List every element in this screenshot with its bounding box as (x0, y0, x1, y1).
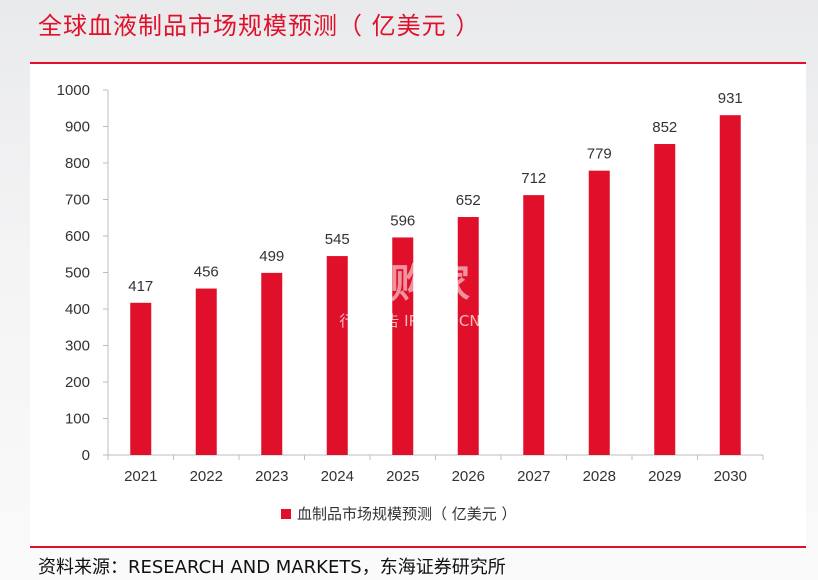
data-label-2029: 852 (652, 119, 677, 136)
chart-panel (30, 64, 806, 546)
x-tick-label-2029: 2029 (648, 468, 681, 485)
page-title: 全球血液制品市场规模预测（ 亿美元 ） (38, 12, 481, 40)
data-labels: 417 456 499 545 596 652 712 779 852 931 (128, 90, 743, 295)
data-label-2026: 652 (456, 192, 481, 209)
data-label-2027: 712 (521, 170, 546, 187)
bar-2026 (457, 217, 479, 455)
data-label-2025: 596 (390, 212, 415, 229)
x-tick-label-2021: 2021 (124, 468, 157, 485)
watermark: 並购家 行业报告 IPOIPO.CN (339, 261, 480, 330)
bar-2024 (326, 256, 348, 455)
x-tick-label-2025: 2025 (386, 468, 419, 485)
data-label-2021: 417 (128, 278, 153, 295)
x-tick-label-2028: 2028 (583, 468, 616, 485)
bar-2023 (261, 272, 283, 455)
data-label-2024: 545 (325, 231, 350, 248)
data-label-2030: 931 (718, 90, 743, 107)
watermark-main: 並购家 (350, 261, 470, 307)
data-label-2023: 499 (259, 248, 284, 265)
legend-label: 血制品市场规模预测（ 亿美元 ） (297, 505, 517, 523)
y-tick-label: 900 (65, 119, 90, 136)
bar-2021 (130, 302, 152, 455)
watermark-sub: 行业报告 IPOIPO.CN (339, 312, 480, 330)
y-tick-label: 500 (65, 265, 90, 282)
data-label-2022: 456 (194, 264, 219, 281)
x-tick-label-2024: 2024 (321, 468, 354, 485)
y-tick-label: 400 (65, 301, 90, 318)
bar-2030 (719, 115, 741, 455)
y-tick-label: 0 (82, 447, 90, 464)
bars (130, 115, 741, 456)
source-divider (30, 546, 806, 548)
y-tick-label: 600 (65, 228, 90, 245)
bar-2025 (392, 237, 414, 455)
bar-2022 (195, 288, 217, 455)
legend: 血制品市场规模预测（ 亿美元 ） (281, 505, 517, 523)
x-tick-label-2026: 2026 (452, 468, 485, 485)
y-tick-label: 100 (65, 411, 90, 428)
x-tick-label-2023: 2023 (255, 468, 288, 485)
y-tick-label: 800 (65, 155, 90, 172)
bar-2027 (523, 195, 545, 455)
axes: 0 100 200 300 400 500 600 700 800 900 1000 2021 2022… (57, 82, 764, 485)
y-tick-label: 1000 (57, 82, 90, 99)
y-tick-label: 200 (65, 374, 90, 391)
title-divider (30, 62, 806, 64)
y-tick-label: 700 (65, 192, 90, 209)
legend-swatch (281, 509, 291, 519)
y-tick-label: 300 (65, 338, 90, 355)
data-label-2028: 779 (587, 146, 612, 163)
source-note: 资料来源：RESEARCH AND MARKETS，东海证券研究所 (38, 557, 506, 578)
bar-2028 (588, 170, 610, 456)
x-tick-label-2027: 2027 (517, 468, 550, 485)
x-tick-label-2030: 2030 (714, 468, 747, 485)
bar-2029 (654, 144, 676, 455)
x-tick-label-2022: 2022 (190, 468, 223, 485)
